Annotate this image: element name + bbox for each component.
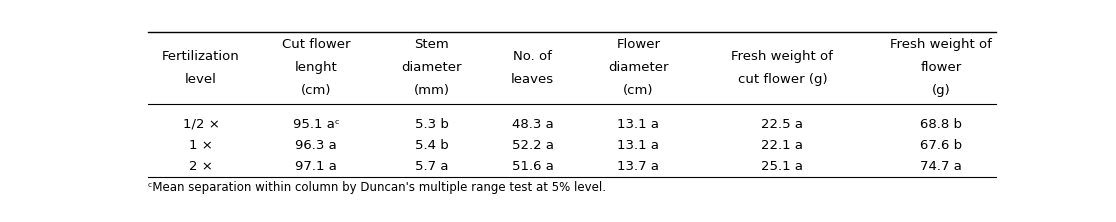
Text: (g): (g) <box>932 84 951 97</box>
Text: No. of: No. of <box>513 50 552 63</box>
Text: Fresh weight of: Fresh weight of <box>891 38 992 51</box>
Text: (cm): (cm) <box>301 84 331 97</box>
Text: 13.1 a: 13.1 a <box>617 139 660 152</box>
Text: 25.1 a: 25.1 a <box>761 160 804 173</box>
Text: 51.6 a: 51.6 a <box>511 160 554 173</box>
Text: 22.5 a: 22.5 a <box>761 118 804 131</box>
Text: (mm): (mm) <box>414 84 450 97</box>
Text: lenght: lenght <box>295 61 338 74</box>
Text: 1 ×: 1 × <box>189 139 213 152</box>
Text: ᶜMean separation within column by Duncan's multiple range test at 5% level.: ᶜMean separation within column by Duncan… <box>148 181 606 194</box>
Text: Fresh weight of: Fresh weight of <box>731 50 834 63</box>
Text: diameter: diameter <box>608 61 668 74</box>
Text: Cut flower: Cut flower <box>282 38 350 51</box>
Text: 1/2 ×: 1/2 × <box>183 118 220 131</box>
Text: 2 ×: 2 × <box>189 160 213 173</box>
Text: 48.3 a: 48.3 a <box>511 118 554 131</box>
Text: 68.8 b: 68.8 b <box>920 118 962 131</box>
Text: 67.6 b: 67.6 b <box>920 139 962 152</box>
Text: leaves: leaves <box>511 73 555 86</box>
Text: 96.3 a: 96.3 a <box>296 139 337 152</box>
Text: 97.1 a: 97.1 a <box>296 160 337 173</box>
Text: 95.1 aᶜ: 95.1 aᶜ <box>292 118 339 131</box>
Text: 13.7 a: 13.7 a <box>617 160 660 173</box>
Text: Fertilization: Fertilization <box>162 50 240 63</box>
Text: Flower: Flower <box>616 38 661 51</box>
Text: (cm): (cm) <box>623 84 654 97</box>
Text: 5.7 a: 5.7 a <box>415 160 449 173</box>
Text: 13.1 a: 13.1 a <box>617 118 660 131</box>
Text: 22.1 a: 22.1 a <box>761 139 804 152</box>
Text: cut flower (g): cut flower (g) <box>738 73 827 86</box>
Text: 74.7 a: 74.7 a <box>920 160 962 173</box>
Text: flower: flower <box>921 61 962 74</box>
Text: 52.2 a: 52.2 a <box>511 139 554 152</box>
Text: level: level <box>185 73 217 86</box>
Text: diameter: diameter <box>402 61 462 74</box>
Text: 5.4 b: 5.4 b <box>415 139 449 152</box>
Text: Stem: Stem <box>414 38 449 51</box>
Text: 5.3 b: 5.3 b <box>415 118 449 131</box>
